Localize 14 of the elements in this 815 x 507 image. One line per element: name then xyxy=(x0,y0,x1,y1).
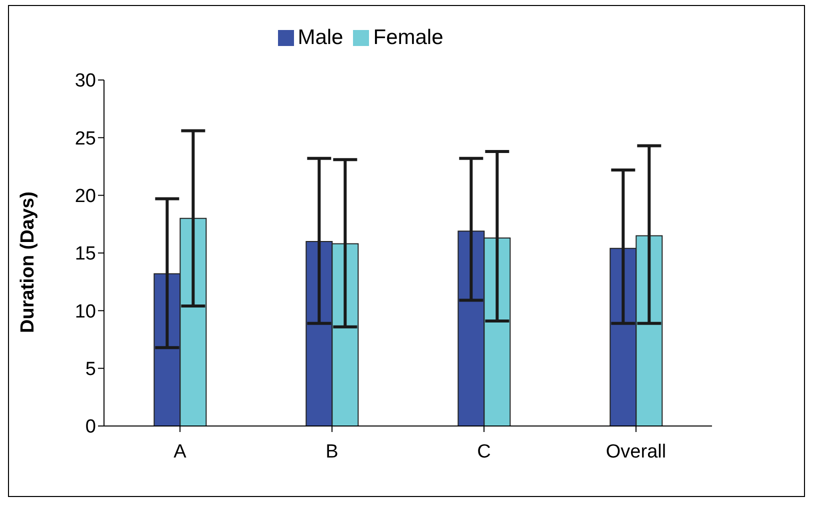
y-tick-label: 25 xyxy=(74,128,96,150)
y-tick-label: 20 xyxy=(74,186,96,208)
x-tick-label: C xyxy=(477,441,491,462)
y-tick-label: 30 xyxy=(74,70,96,92)
y-tick-label: 15 xyxy=(74,244,96,265)
y-tick-label: 0 xyxy=(85,416,96,438)
legend-label: Male xyxy=(298,26,344,49)
y-axis-title: Duration (Days) xyxy=(18,192,39,333)
y-tick-label: 5 xyxy=(85,359,96,380)
x-tick-label: A xyxy=(174,441,187,462)
x-tick-label: Overall xyxy=(606,441,666,462)
x-tick-label: B xyxy=(326,441,338,462)
legend-label: Female xyxy=(373,26,444,49)
y-tick-label: 10 xyxy=(74,301,96,322)
